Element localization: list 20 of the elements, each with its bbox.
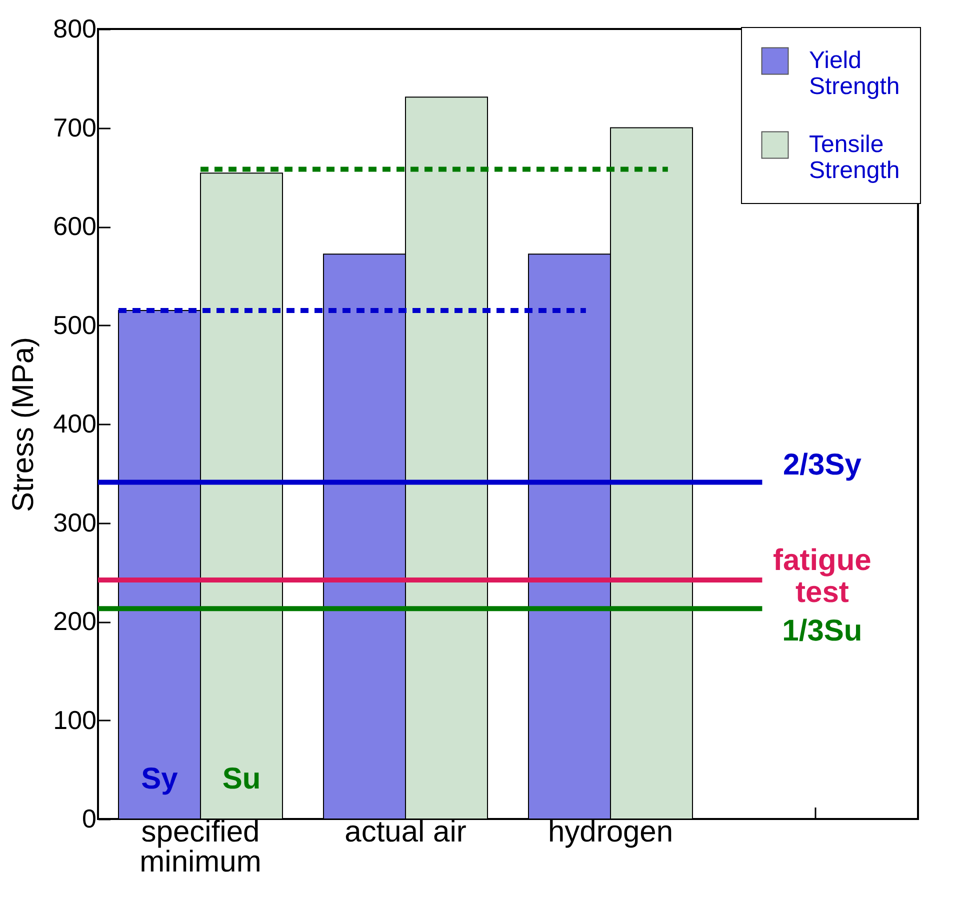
ref-line-label: 1/3Su: [782, 614, 862, 648]
y-axis-title: Stress (MPa): [7, 336, 40, 512]
x-tick-label: specified minimum: [140, 816, 262, 878]
legend-label: Tensile Strength: [809, 131, 900, 184]
y-tick-label: 800: [53, 14, 96, 44]
y-tick-label: 200: [53, 606, 96, 636]
legend-label: Yield Strength: [809, 47, 900, 100]
y-tick-label: 500: [53, 310, 96, 340]
y-tick-label: 100: [53, 704, 96, 735]
annotation: Su: [222, 762, 261, 796]
x-tick-label: hydrogen: [548, 816, 674, 848]
y-tick-label: 600: [53, 211, 96, 241]
y-tick-label: 300: [53, 507, 96, 538]
x-tick-label: actual air: [344, 816, 466, 848]
annotation: Sy: [141, 762, 178, 796]
y-tick-label: 400: [53, 408, 96, 438]
ref-line-label: 2/3Sy: [782, 448, 862, 482]
y-tick-label: 700: [53, 112, 96, 142]
y-tick-label: 0: [82, 804, 96, 834]
ref-line-label: fatigue test: [773, 544, 872, 610]
